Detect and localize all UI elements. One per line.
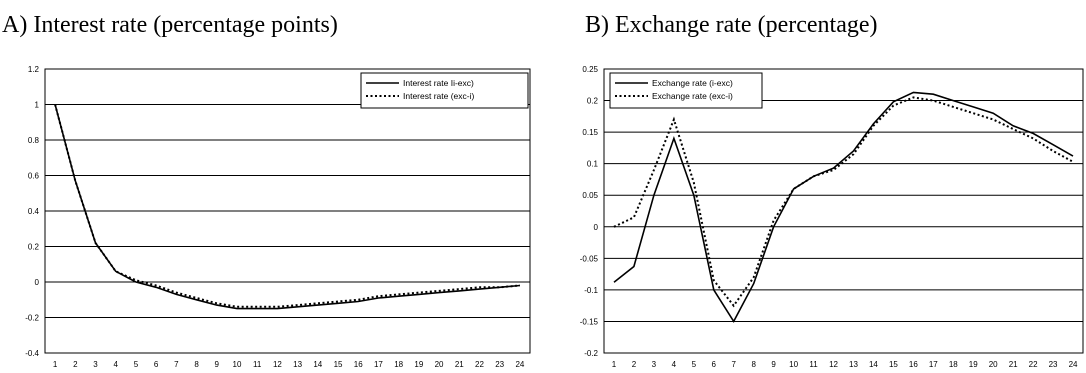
x-tick-label: 13	[849, 360, 858, 369]
x-tick-label: 19	[414, 360, 423, 369]
x-tick-label: 1	[53, 360, 58, 369]
y-tick-label: -0.4	[25, 349, 39, 358]
x-tick-label: 19	[969, 360, 978, 369]
interest-rate-line-chart: 1.210.80.60.40.20-0.2-0.41 2 3 4 5 6 7 8 9 10 11 12…	[25, 65, 531, 369]
y-tick-label: 0.4	[28, 207, 40, 216]
y-tick-label: 0.8	[28, 136, 40, 145]
y-tick-label: 0	[594, 223, 599, 232]
x-tick-label: 16	[354, 360, 363, 369]
x-tick-label: 2	[73, 360, 78, 369]
x-tick-label: 5	[692, 360, 697, 369]
x-tick-label: 7	[174, 360, 179, 369]
legend-label: Exchange rate (exc-i)	[652, 91, 733, 101]
legend-label: Exchange rate (i-exc)	[652, 78, 733, 88]
x-tick-label: 5	[134, 360, 139, 369]
y-tick-label: 0.05	[582, 191, 598, 200]
x-tick-label: 23	[1049, 360, 1058, 369]
legend-label: Interest rate Ii-exc)	[403, 78, 474, 88]
y-tick-label: 0.2	[587, 97, 599, 106]
y-tick-label: 1.2	[28, 65, 40, 74]
x-tick-label: 20	[435, 360, 444, 369]
x-tick-label: 14	[313, 360, 322, 369]
x-tick-label: 22	[475, 360, 484, 369]
x-tick-label: 23	[495, 360, 504, 369]
plot-area-frame	[603, 68, 1084, 354]
series-line-solid	[54, 104, 520, 310]
x-tick-label: 17	[929, 360, 938, 369]
chart-title: A) Interest rate (percentage points)	[2, 12, 338, 38]
y-tick-label: 0.6	[28, 172, 40, 181]
x-tick-label: 10	[233, 360, 242, 369]
x-tick-label: 17	[374, 360, 383, 369]
x-tick-label: 3	[93, 360, 98, 369]
plot-area-frame	[44, 68, 531, 354]
x-tick-label: 11	[253, 360, 262, 369]
x-tick-label: 21	[455, 360, 464, 369]
x-tick-label: 24	[1069, 360, 1078, 369]
x-tick-label: 3	[652, 360, 657, 369]
x-tick-label: 18	[394, 360, 403, 369]
y-tick-label: 0	[35, 278, 40, 287]
x-tick-label: 2	[632, 360, 637, 369]
x-tick-label: 8	[194, 360, 199, 369]
x-tick-label: 22	[1029, 360, 1038, 369]
x-tick-label: 8	[751, 360, 756, 369]
y-tick-label: 1	[35, 101, 40, 110]
y-tick-label: -0.15	[580, 317, 599, 326]
chart-panel-interest-rate: A) Interest rate (percentage points) 1.2…	[2, 12, 531, 369]
y-tick-label: 0.1	[587, 160, 599, 169]
x-tick-label: 21	[1009, 360, 1018, 369]
x-tick-label: 15	[889, 360, 898, 369]
y-tick-label: -0.2	[25, 314, 39, 323]
y-tick-label: 0.25	[582, 65, 598, 74]
x-tick-label: 18	[949, 360, 958, 369]
legend-label: Interest rate (exc-i)	[403, 91, 474, 101]
x-tick-label: 4	[672, 360, 677, 369]
series-line-dotted	[613, 96, 1074, 308]
x-tick-label: 10	[789, 360, 798, 369]
y-tick-label: 0.2	[28, 243, 40, 252]
series-line-solid	[613, 91, 1074, 323]
chart-panel-exchange-rate: B) Exchange rate (percentage) 0.25 0.2 0.1…	[543, 0, 1086, 373]
y-tick-label: -0.2	[584, 349, 598, 358]
x-tick-label: 13	[293, 360, 302, 369]
legend-box	[609, 72, 763, 109]
chart-title: B) Exchange rate (percentage)	[585, 12, 878, 38]
x-tick-label: 6	[154, 360, 159, 369]
x-tick-label: 24	[515, 360, 524, 369]
x-tick-label: 15	[334, 360, 343, 369]
y-tick-label: -0.1	[584, 286, 598, 295]
x-tick-label: 12	[273, 360, 282, 369]
x-tick-label: 9	[771, 360, 776, 369]
x-tick-label: 1	[612, 360, 617, 369]
x-tick-label: 16	[909, 360, 918, 369]
x-tick-label: 7	[732, 360, 737, 369]
exchange-rate-line-chart: 0.250.20.150.10.050-0.05-0.1-0.15-0.21 2 3…	[580, 65, 1084, 369]
y-tick-label: 0.15	[582, 128, 598, 137]
x-tick-label: 9	[215, 360, 220, 369]
legend-box	[360, 72, 529, 109]
x-tick-label: 4	[114, 360, 119, 369]
x-tick-label: 20	[989, 360, 998, 369]
series-line-dotted	[54, 104, 520, 308]
x-tick-label: 14	[869, 360, 878, 369]
x-tick-label: 6	[712, 360, 717, 369]
x-tick-label: 11	[809, 360, 818, 369]
y-tick-label: -0.05	[580, 254, 599, 263]
x-tick-label: 12	[829, 360, 838, 369]
